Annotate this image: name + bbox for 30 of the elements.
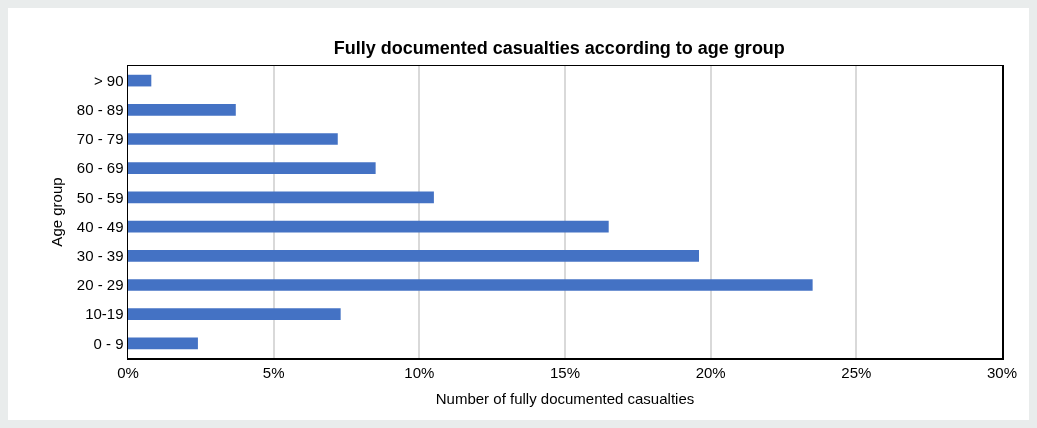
bar: [128, 162, 376, 175]
chart-title: Fully documented casualties according to age group: [333, 37, 785, 58]
y-tick-label: 20 - 29: [76, 276, 124, 294]
y-tick-label: 50 - 59: [76, 188, 124, 206]
y-tick-label: 0 - 9: [93, 334, 124, 352]
x-tick-label: 5%: [262, 363, 285, 381]
y-tick-label: 60 - 69: [76, 159, 124, 177]
x-tick-label: 0%: [117, 363, 139, 381]
x-tick-label: 20%: [695, 363, 726, 381]
y-tick-label: 80 - 89: [76, 101, 124, 119]
y-tick-label: > 90: [93, 71, 124, 89]
bar: [128, 74, 152, 87]
y-axis-title: Age group: [48, 177, 66, 247]
y-tick-label: 40 - 49: [76, 217, 124, 235]
y-tick-label: 30 - 39: [76, 247, 124, 265]
x-tick-label: 10%: [404, 363, 435, 381]
bar: [128, 308, 341, 321]
bar: [128, 249, 700, 262]
y-tick-label: 70 - 79: [76, 130, 124, 148]
bar: [128, 133, 338, 145]
bar: [128, 337, 198, 350]
bar: [128, 103, 236, 116]
x-tick-label: 15%: [549, 363, 581, 381]
x-axis-title: Number of fully documented casualties: [435, 390, 695, 408]
x-tick-label: 30%: [986, 363, 1018, 381]
bar: [128, 220, 609, 233]
y-tick-label: 10-19: [85, 305, 124, 323]
bar: [128, 279, 813, 291]
x-tick-label: 25%: [841, 363, 872, 381]
bar: [128, 191, 434, 204]
